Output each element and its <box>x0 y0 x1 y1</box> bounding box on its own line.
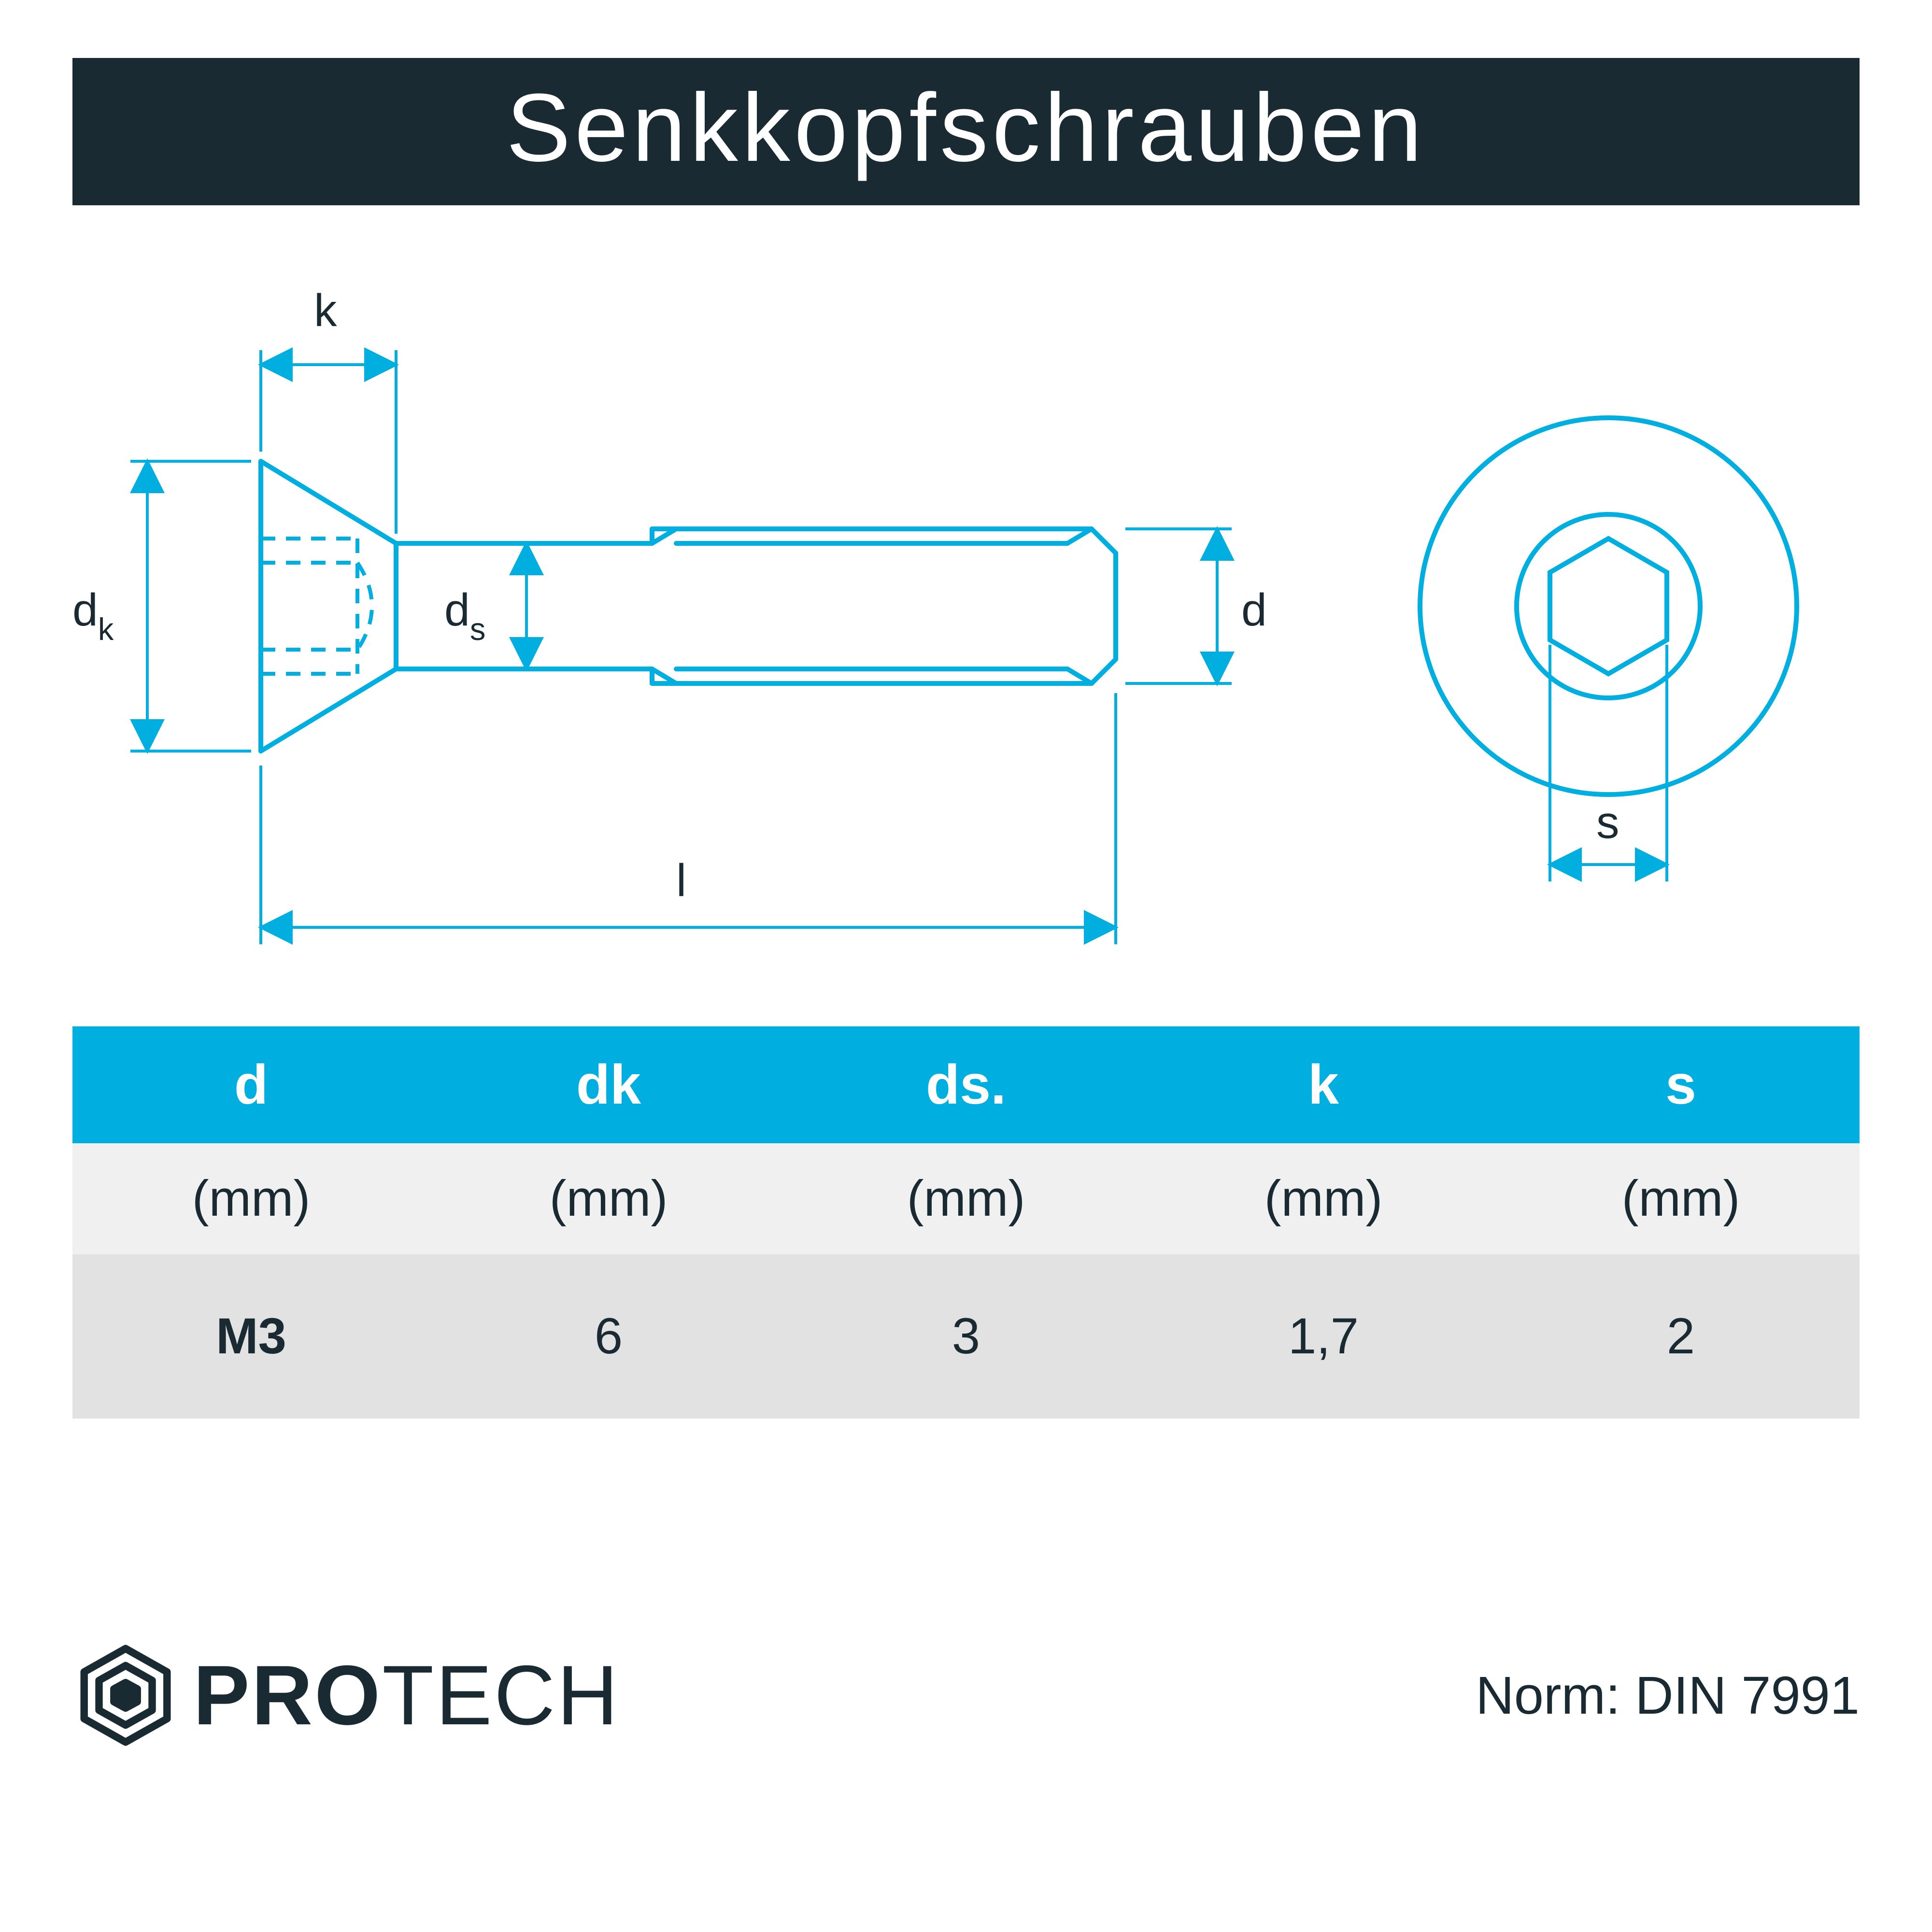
col-header: ds. <box>787 1026 1145 1143</box>
col-header: k <box>1145 1026 1502 1143</box>
table-data-row: M3 6 3 1,7 2 <box>72 1254 1860 1419</box>
data-cell: M3 <box>72 1254 430 1419</box>
dim-label-k: k <box>314 285 337 336</box>
data-cell: 3 <box>787 1254 1145 1419</box>
norm-label: Norm: DIN 7991 <box>1476 1665 1860 1726</box>
col-header: dk <box>430 1026 787 1143</box>
col-header: d <box>72 1026 430 1143</box>
data-cell: 2 <box>1502 1254 1860 1419</box>
dim-label-d: d <box>1241 584 1267 636</box>
data-cell: 6 <box>430 1254 787 1419</box>
table-header-row: d dk ds. k s <box>72 1026 1860 1143</box>
title-bar: Senkkopfschrauben <box>72 58 1860 205</box>
unit-cell: (mm) <box>787 1143 1145 1254</box>
brand-logo: PROTECH <box>72 1642 620 1748</box>
dim-label-dk: dk <box>72 584 114 647</box>
unit-cell: (mm) <box>430 1143 787 1254</box>
dim-label-l: l <box>676 855 686 906</box>
logo-hex-icon <box>72 1642 179 1748</box>
dim-label-s: s <box>1596 797 1619 848</box>
unit-cell: (mm) <box>72 1143 430 1254</box>
unit-cell: (mm) <box>1145 1143 1502 1254</box>
dimensions-table: d dk ds. k s (mm) (mm) (mm) (mm) (mm) M3… <box>72 1026 1860 1419</box>
logo-text: PROTECH <box>193 1647 620 1744</box>
dim-label-ds: ds <box>444 584 485 647</box>
technical-drawing: k dk ds <box>72 205 1860 1026</box>
data-cell: 1,7 <box>1145 1254 1502 1419</box>
col-header: s <box>1502 1026 1860 1143</box>
table-units-row: (mm) (mm) (mm) (mm) (mm) <box>72 1143 1860 1254</box>
unit-cell: (mm) <box>1502 1143 1860 1254</box>
